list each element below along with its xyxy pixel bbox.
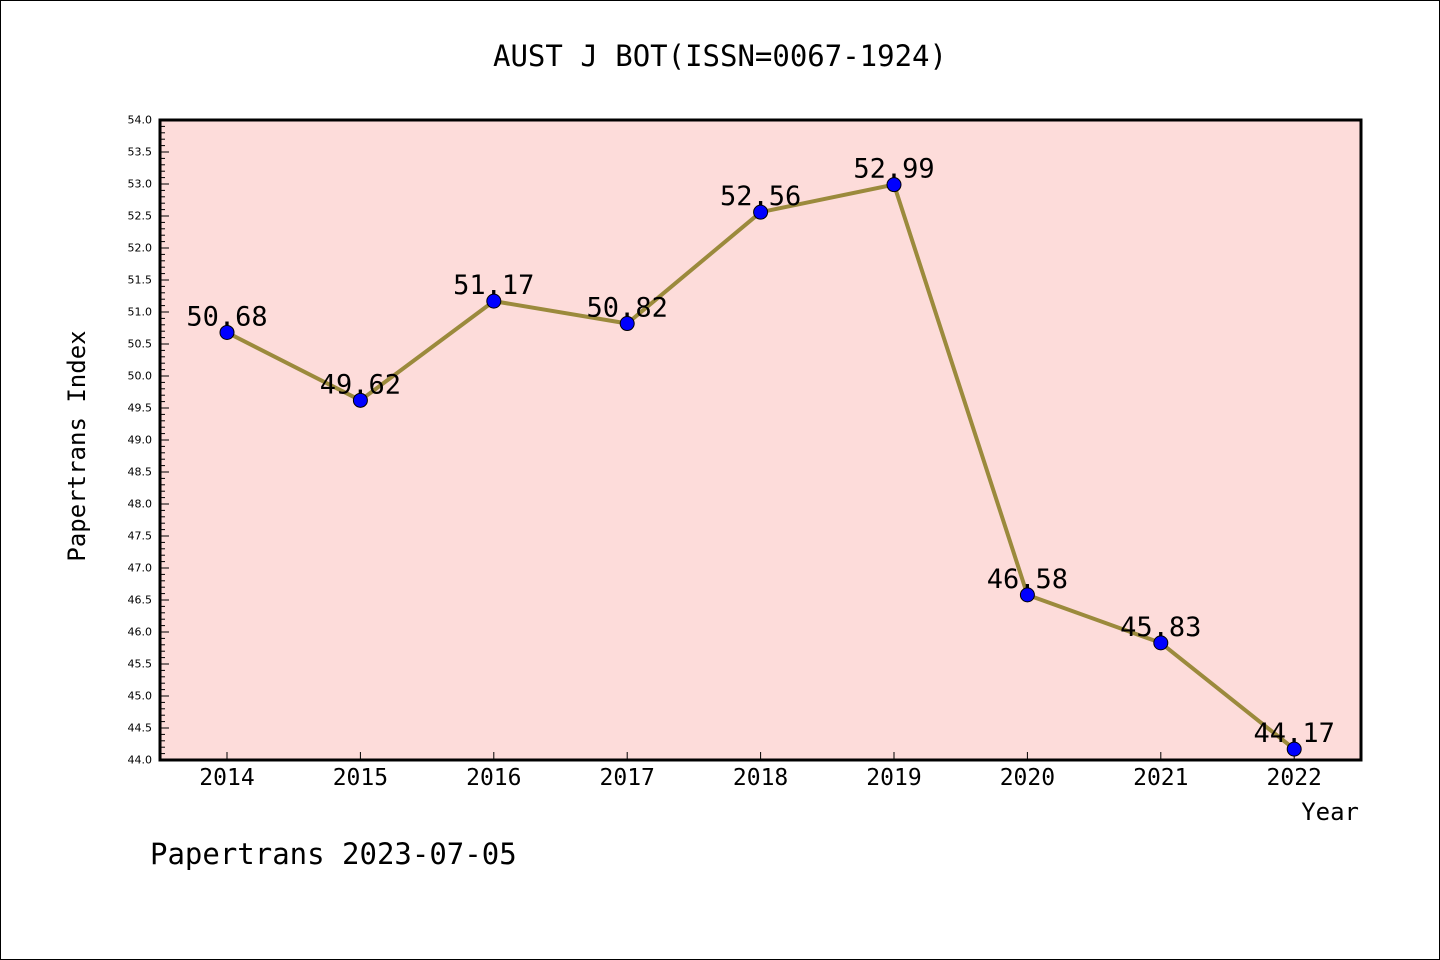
x-tick-label: 2016 [466, 765, 521, 791]
y-tick-label: 51.0 [128, 306, 153, 319]
y-tick-label: 53.5 [128, 146, 153, 159]
y-tick-label: 49.5 [128, 402, 153, 415]
y-tick-label: 46.5 [128, 594, 153, 607]
data-label: 46.58 [987, 564, 1068, 595]
series-line-group [219, 177, 1302, 757]
x-tick-label: 2014 [199, 765, 254, 791]
y-axis: 44.0 44.5 45.0 45.5 46.0 46.5 47.0 47.5 48.0 48.5… [128, 114, 169, 767]
y-tick-label: 48.0 [128, 498, 153, 511]
data-point-marker [1019, 587, 1035, 603]
data-label: 52.99 [853, 154, 934, 185]
x-tick-label: 2021 [1133, 765, 1188, 791]
y-tick-label: 50.0 [128, 370, 153, 383]
data-labels: 50.68 49.62 51.17 50.82 52.56 52.99 46.58 45.83… [186, 154, 1334, 749]
plot-area [160, 120, 1361, 760]
x-axis: 2014 2015 2016 2017 2018 2019 2020 2021 2022 [199, 752, 1322, 791]
data-label: 44.17 [1254, 718, 1335, 749]
data-point-marker [619, 316, 635, 332]
y-tick-label: 54.0 [128, 114, 153, 127]
data-label: 50.68 [186, 301, 267, 332]
y-tick-label: 53.0 [128, 178, 153, 191]
plot-border [158, 118, 1363, 762]
x-tick-label: 2017 [600, 765, 655, 791]
y-tick-label: 44.5 [128, 722, 153, 735]
y-tick-label: 52.0 [128, 242, 153, 255]
x-tick-label: 2019 [866, 765, 921, 791]
data-point-marker [1286, 741, 1302, 757]
y-axis-label: Papertrans Index [63, 330, 91, 561]
y-tick-label: 47.5 [128, 530, 153, 543]
data-point-marker [352, 392, 368, 408]
chart-title: AUST J BOT(ISSN=0067-1924) [493, 39, 947, 73]
data-point-marker [886, 177, 902, 193]
data-point-marker [1153, 635, 1169, 651]
data-label: 49.62 [320, 369, 401, 400]
x-axis-label: Year [1301, 798, 1359, 826]
y-tick-label: 45.5 [128, 658, 153, 671]
y-tick-label: 46.0 [128, 626, 153, 639]
data-point-marker [753, 204, 769, 220]
data-label: 52.56 [720, 181, 801, 212]
x-tick-label: 2018 [733, 765, 788, 791]
y-tick-label: 50.5 [128, 338, 153, 351]
data-point-marker [486, 293, 502, 309]
y-tick-label: 44.0 [128, 754, 153, 767]
footer-text: Papertrans 2023-07-05 [150, 837, 517, 871]
data-label: 50.82 [587, 293, 668, 324]
data-point-marker [219, 324, 235, 340]
x-tick-label: 2022 [1267, 765, 1322, 791]
y-tick-label: 45.0 [128, 690, 153, 703]
y-tick-label: 47.0 [128, 562, 153, 575]
data-label: 45.83 [1120, 612, 1201, 643]
x-tick-label: 2015 [333, 765, 388, 791]
y-tick-label: 51.5 [128, 274, 153, 287]
y-tick-label: 49.0 [128, 434, 153, 447]
y-tick-label: 52.5 [128, 210, 153, 223]
data-label: 51.17 [453, 270, 534, 301]
x-tick-label: 2020 [1000, 765, 1055, 791]
y-tick-label: 48.5 [128, 466, 153, 479]
